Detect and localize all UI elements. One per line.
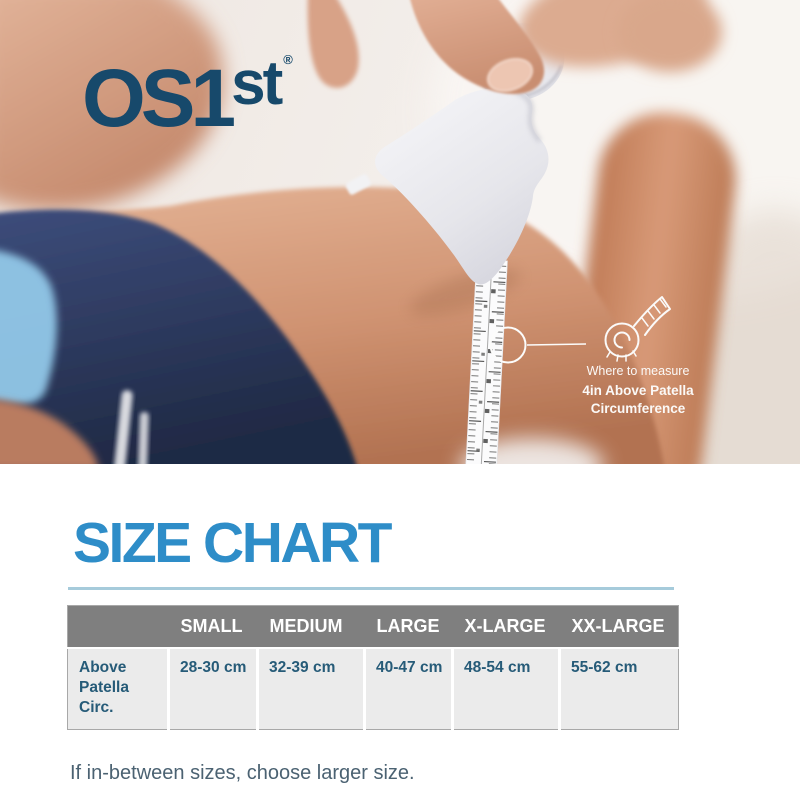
annotation-line3: Circumference [590, 401, 686, 416]
value-xx-large: 55-62 cm [558, 647, 679, 730]
annotation-line1: Where to measure [586, 364, 690, 378]
fingernail [487, 58, 533, 92]
connector-line [526, 343, 587, 346]
size-chart-section: SIZE CHART SMALL MEDIUM LARGE X-LARGE XX… [0, 464, 800, 785]
header-cell-x-large: X-LARGE [452, 605, 560, 648]
value-small: 28-30 cm [167, 647, 258, 730]
measure-annotation: Where to measure 4in Above Patella Circu… [552, 364, 724, 418]
table-row: Above Patella Circ. 28-30 cm 32-39 cm 40… [67, 647, 679, 730]
header-cell-small: SMALL [168, 605, 258, 648]
header-cell-blank [67, 605, 169, 648]
value-large: 40-47 cm [363, 647, 453, 730]
header-cell-xx-large: XX-LARGE [559, 605, 679, 648]
logo-suffix: st [231, 49, 283, 118]
sizing-note: If in-between sizes, choose larger size. [70, 762, 415, 784]
registered-mark: ® [283, 52, 293, 67]
row-label: Above Patella Circ. [67, 647, 169, 730]
thumb [307, 0, 359, 88]
annotation-line2: 4in Above Patella [582, 383, 694, 398]
product-photo: OS1st ® Where to measure 4in Above Patell… [0, 0, 800, 464]
logo-text: OS1 [82, 53, 236, 144]
tape-back [345, 174, 371, 195]
size-chart-title: SIZE CHART [73, 511, 393, 575]
value-medium: 32-39 cm [256, 647, 365, 730]
hand [307, 0, 722, 94]
leg-shadow [0, 399, 98, 464]
drawstring [114, 390, 149, 464]
arm [0, 0, 223, 211]
value-x-large: 48-54 cm [451, 647, 560, 730]
photo-illustration [0, 0, 800, 464]
device-body [375, 88, 549, 285]
shorts [0, 209, 357, 464]
tape-measure-icon [604, 296, 671, 362]
size-chart-table: SMALL MEDIUM LARGE X-LARGE XX-LARGE Abov… [67, 605, 679, 730]
table-header-row: SMALL MEDIUM LARGE X-LARGE XX-LARGE [67, 605, 679, 648]
title-underline [68, 587, 674, 590]
header-cell-large: LARGE [364, 605, 453, 648]
shorts-trim [0, 251, 57, 405]
header-cell-medium: MEDIUM [257, 605, 365, 648]
measure-point-circle [489, 326, 527, 364]
os1st-logo: OS1st ® [82, 53, 293, 140]
